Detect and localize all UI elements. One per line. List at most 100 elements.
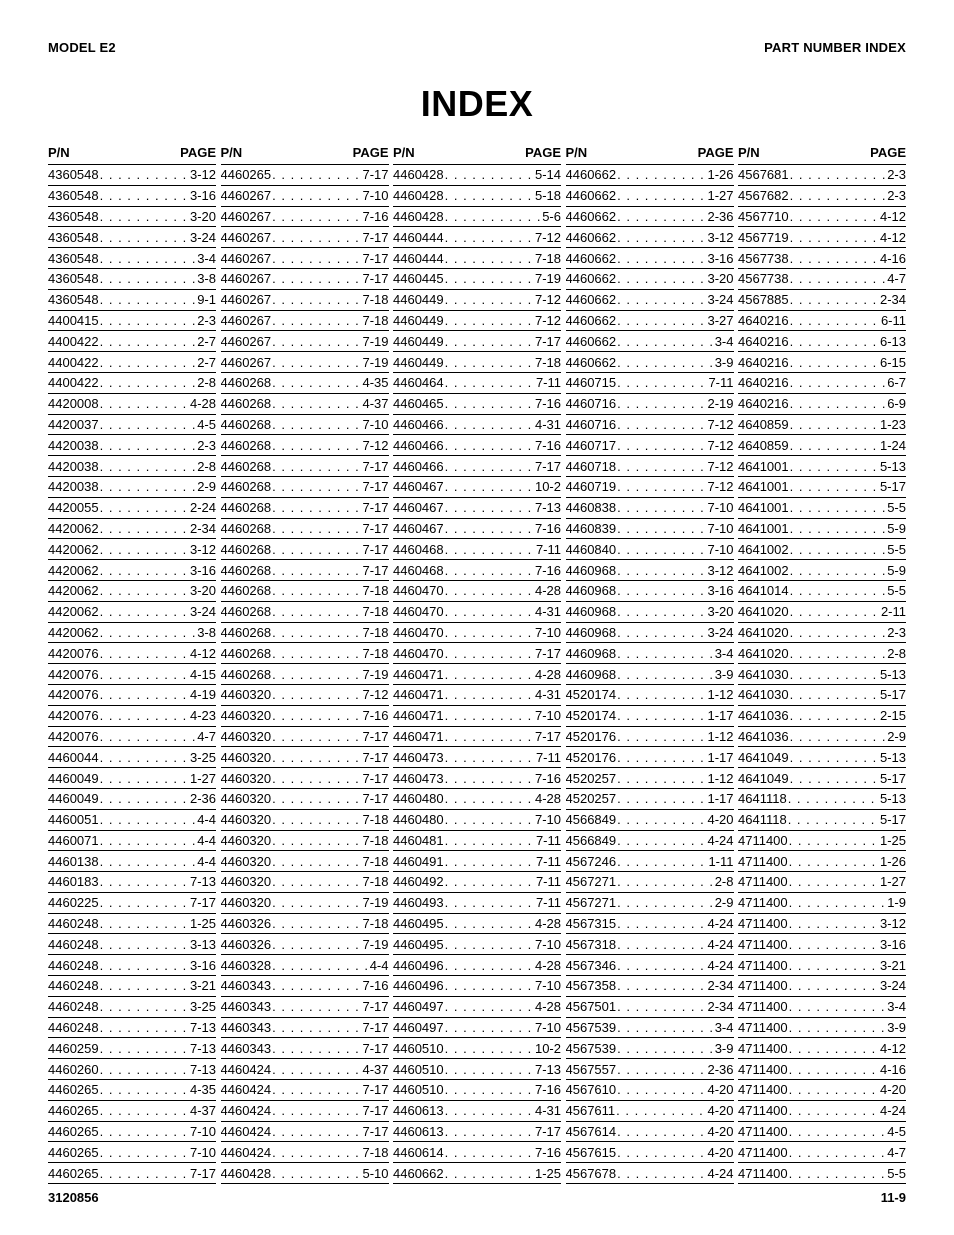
index-row: 4567615. . . . . . . . . . . . . . .4-20 bbox=[566, 1142, 734, 1163]
part-number: 4460268 bbox=[221, 459, 272, 474]
part-number: 4460480 bbox=[393, 791, 444, 806]
part-number: 4460320 bbox=[221, 895, 272, 910]
index-column: P/NPAGE4460662. . . . . . . . . . . . . … bbox=[566, 143, 734, 1184]
page-ref: 5-13 bbox=[880, 459, 906, 474]
index-row: 4420062. . . . . . . . . . . . . . .3-20 bbox=[48, 581, 216, 602]
page-ref: 10-2 bbox=[535, 479, 561, 494]
page-ref: 3-4 bbox=[715, 1020, 734, 1035]
part-number: 4460320 bbox=[221, 687, 272, 702]
leader-dots: . . . . . . . . . . . . . . . bbox=[444, 812, 535, 827]
model-label: MODEL E2 bbox=[48, 40, 116, 55]
index-row: 4460248. . . . . . . . . . . . . . .3-13 bbox=[48, 934, 216, 955]
part-number: 4460495 bbox=[393, 937, 444, 952]
index-row: 4460320. . . . . . . . . . . . . . .7-16 bbox=[221, 706, 389, 727]
page-ref: 4-31 bbox=[535, 687, 561, 702]
leader-dots: . . . . . . . . . . . . . . . bbox=[789, 500, 888, 515]
index-row: 4420076. . . . . . . . . . . . . . .4-12 bbox=[48, 643, 216, 664]
leader-dots: . . . . . . . . . . . . . . . bbox=[616, 1145, 707, 1160]
page-ref: 7-10 bbox=[707, 542, 733, 557]
part-number: 4460466 bbox=[393, 417, 444, 432]
page-ref: 2-8 bbox=[887, 646, 906, 661]
index-row: 4641049. . . . . . . . . . . . . . .5-13 bbox=[738, 747, 906, 768]
page-ref: 7-17 bbox=[362, 1041, 388, 1056]
leader-dots: . . . . . . . . . . . . . . . bbox=[616, 978, 707, 993]
index-row: 4460268. . . . . . . . . . . . . . .7-10 bbox=[221, 415, 389, 436]
part-number: 4460268 bbox=[221, 625, 272, 640]
page-ref: 7-11 bbox=[536, 375, 561, 390]
page-ref: 7-18 bbox=[362, 313, 388, 328]
leader-dots: . . . . . . . . . . . . . . . bbox=[444, 667, 535, 682]
index-row: 4460343. . . . . . . . . . . . . . .7-16 bbox=[221, 976, 389, 997]
leader-dots: . . . . . . . . . . . . . . . bbox=[444, 396, 535, 411]
index-row: 4460510. . . . . . . . . . . . . . .7-16 bbox=[393, 1080, 561, 1101]
index-row: 4460044. . . . . . . . . . . . . . .3-25 bbox=[48, 747, 216, 768]
part-number: 4567358 bbox=[566, 978, 617, 993]
part-number: 4460268 bbox=[221, 646, 272, 661]
page-ref: 5-18 bbox=[535, 188, 561, 203]
leader-dots: . . . . . . . . . . . . . . . bbox=[99, 937, 190, 952]
part-number: 4567501 bbox=[566, 999, 617, 1014]
index-row: 4360548. . . . . . . . . . . . . . .9-1 bbox=[48, 290, 216, 311]
index-row: 4460662. . . . . . . . . . . . . . .3-24 bbox=[566, 290, 734, 311]
leader-dots: . . . . . . . . . . . . . . . bbox=[616, 438, 707, 453]
index-row: 4460968. . . . . . . . . . . . . . .3-24 bbox=[566, 623, 734, 644]
page-ref: 2-19 bbox=[707, 396, 733, 411]
part-number: 4460267 bbox=[221, 188, 272, 203]
leader-dots: . . . . . . . . . . . . . . . bbox=[271, 542, 362, 557]
part-number: 4460492 bbox=[393, 874, 444, 889]
part-number: 4460343 bbox=[221, 1020, 272, 1035]
page-ref: 7-16 bbox=[535, 396, 561, 411]
leader-dots: . . . . . . . . . . . . . . . bbox=[788, 1041, 880, 1056]
part-number: 4460268 bbox=[221, 521, 272, 536]
leader-dots: . . . . . . . . . . . . . . . bbox=[99, 167, 190, 182]
leader-dots: . . . . . . . . . . . . . . . bbox=[616, 708, 707, 723]
leader-dots: . . . . . . . . . . . . . . . bbox=[788, 1103, 880, 1118]
page-ref: 7-17 bbox=[362, 1103, 388, 1118]
index-row: 4460481. . . . . . . . . . . . . . .7-11 bbox=[393, 831, 561, 852]
part-number: 4460320 bbox=[221, 812, 272, 827]
part-number: 4460662 bbox=[566, 209, 617, 224]
index-column: P/NPAGE4460428. . . . . . . . . . . . . … bbox=[393, 143, 561, 1184]
part-number: 4460051 bbox=[48, 812, 99, 827]
part-number: 4460662 bbox=[566, 167, 617, 182]
part-number: 4460471 bbox=[393, 687, 444, 702]
page-ref: 7-13 bbox=[535, 500, 561, 515]
index-row: 4460049. . . . . . . . . . . . . . .2-36 bbox=[48, 789, 216, 810]
index-row: 4460968. . . . . . . . . . . . . . .3-4 bbox=[566, 643, 734, 664]
page-ref: 3-8 bbox=[197, 625, 216, 640]
part-number: 4420062 bbox=[48, 604, 99, 619]
page-ref: 7-17 bbox=[535, 729, 561, 744]
page-ref: 3-4 bbox=[715, 334, 734, 349]
column-header-page: PAGE bbox=[698, 145, 734, 160]
part-number: 4460468 bbox=[393, 542, 444, 557]
index-row: 4641049. . . . . . . . . . . . . . .5-17 bbox=[738, 768, 906, 789]
index-row: 4711400. . . . . . . . . . . . . . .4-5 bbox=[738, 1122, 906, 1143]
page-ref: 7-17 bbox=[362, 1124, 388, 1139]
index-row: 4460320. . . . . . . . . . . . . . .7-19 bbox=[221, 893, 389, 914]
page-ref: 7-16 bbox=[535, 438, 561, 453]
leader-dots: . . . . . . . . . . . . . . . bbox=[616, 999, 707, 1014]
leader-dots: . . . . . . . . . . . . . . . bbox=[789, 375, 888, 390]
part-number: 4420062 bbox=[48, 563, 99, 578]
index-row: 4460497. . . . . . . . . . . . . . .7-10 bbox=[393, 1018, 561, 1039]
page-ref: 3-9 bbox=[715, 1041, 734, 1056]
leader-dots: . . . . . . . . . . . . . . . bbox=[99, 1082, 190, 1097]
leader-dots: . . . . . . . . . . . . . . . bbox=[789, 396, 888, 411]
part-number: 4640216 bbox=[738, 334, 789, 349]
part-number: 4641118 bbox=[738, 812, 787, 827]
page-ref: 7-11 bbox=[536, 833, 561, 848]
part-number: 4460662 bbox=[566, 251, 617, 266]
leader-dots: . . . . . . . . . . . . . . . bbox=[444, 583, 535, 598]
part-number: 4400422 bbox=[48, 355, 99, 370]
leader-dots: . . . . . . . . . . . . . . . bbox=[444, 604, 535, 619]
part-number: 4520257 bbox=[566, 791, 617, 806]
part-number: 4460071 bbox=[48, 833, 99, 848]
index-row: 4460613. . . . . . . . . . . . . . .7-17 bbox=[393, 1122, 561, 1143]
page-ref: 2-15 bbox=[880, 708, 906, 723]
page-ref: 7-12 bbox=[707, 479, 733, 494]
part-number: 4460268 bbox=[221, 604, 272, 619]
column-header: P/NPAGE bbox=[48, 143, 216, 165]
part-number: 4641001 bbox=[738, 500, 789, 515]
leader-dots: . . . . . . . . . . . . . . . bbox=[616, 188, 707, 203]
page-ref: 4-28 bbox=[535, 667, 561, 682]
